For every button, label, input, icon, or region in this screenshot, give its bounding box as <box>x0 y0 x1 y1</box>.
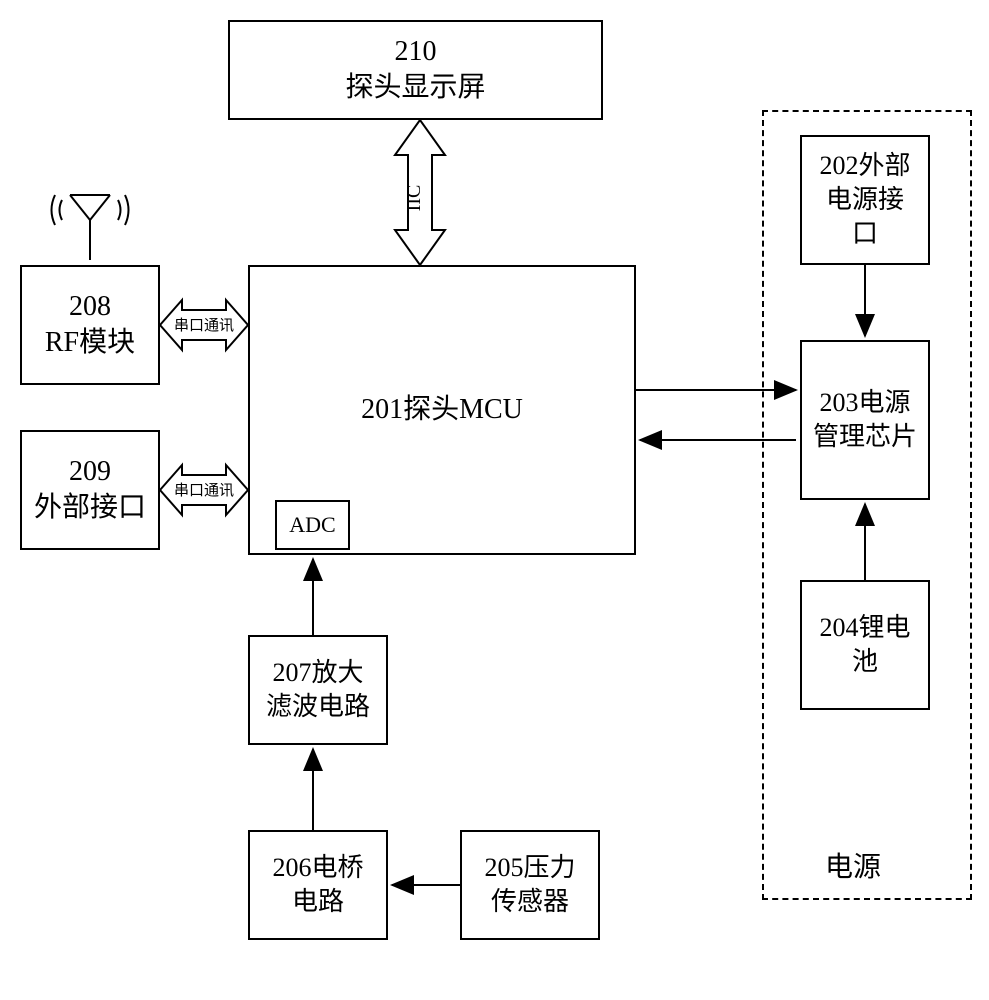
block-ext-power-l2: 电源接 <box>826 183 904 217</box>
block-rf-label: RF模块 <box>45 325 135 361</box>
block-ext-power: 202外部 电源接 口 <box>800 135 930 265</box>
block-amp-l2: 滤波电路 <box>266 690 370 724</box>
block-sensor-l2: 传感器 <box>491 885 569 919</box>
power-region-label: 电源 <box>825 845 881 885</box>
block-adc: ADC <box>275 500 350 550</box>
block-bridge: 206电桥 电路 <box>248 830 388 940</box>
block-pmic-l2: 管理芯片 <box>813 420 917 454</box>
block-amp-l1: 207放大 <box>272 656 363 690</box>
block-pmic: 203电源 管理芯片 <box>800 340 930 500</box>
arrow-battery-pmic <box>850 500 880 580</box>
arrow-amp-adc <box>298 555 328 635</box>
block-mcu-label: 201探头MCU <box>361 392 523 428</box>
arrow-iic-label: IIC <box>403 185 425 212</box>
block-display: 210 探头显示屏 <box>228 20 603 120</box>
block-bridge-l2: 电路 <box>292 885 344 919</box>
block-adc-label: ADC <box>289 511 335 540</box>
block-rf-num: 208 <box>69 289 111 325</box>
block-rf: 208 RF模块 <box>20 265 160 385</box>
arrow-serial1-label: 串口通讯 <box>174 317 234 334</box>
block-ext-power-l1: 202外部 <box>819 149 910 183</box>
arrow-bridge-amp <box>298 745 328 830</box>
block-ext-iface-label: 外部接口 <box>34 490 146 526</box>
arrow-serial2: 串口通讯 <box>160 460 248 520</box>
block-sensor-l1: 205压力 <box>484 851 575 885</box>
block-amp: 207放大 滤波电路 <box>248 635 388 745</box>
block-sensor: 205压力 传感器 <box>460 830 600 940</box>
block-display-label: 探头显示屏 <box>345 70 485 106</box>
block-ext-iface: 209 外部接口 <box>20 430 160 550</box>
arrow-serial1: 串口通讯 <box>160 295 248 355</box>
arrow-serial2-label: 串口通讯 <box>174 482 234 499</box>
block-display-num: 210 <box>395 34 437 70</box>
arrow-iic: IIC <box>390 120 450 265</box>
block-bridge-l1: 206电桥 <box>272 851 363 885</box>
arrow-extpower-pmic <box>850 265 880 340</box>
block-battery-l2: 池 <box>852 645 878 679</box>
block-ext-power-l3: 口 <box>852 217 878 251</box>
block-battery-l1: 204锂电 <box>819 611 910 645</box>
antenna-icon <box>45 185 135 265</box>
block-battery: 204锂电 池 <box>800 580 930 710</box>
block-pmic-l1: 203电源 <box>819 386 910 420</box>
block-ext-iface-num: 209 <box>69 454 111 490</box>
arrow-mcu-pmic <box>636 370 800 470</box>
arrow-sensor-bridge <box>388 870 460 900</box>
